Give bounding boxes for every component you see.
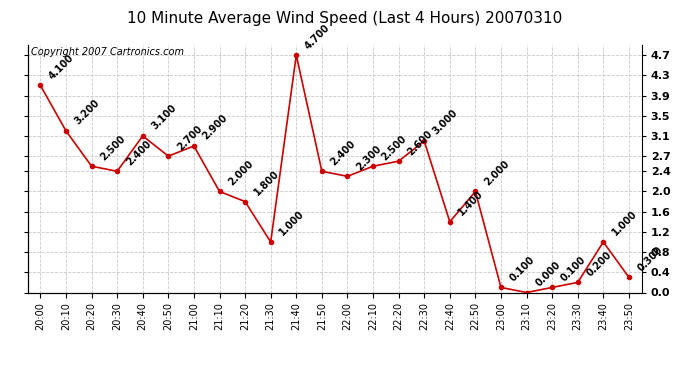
Text: 0.200: 0.200 xyxy=(584,249,613,278)
Text: Copyright 2007 Cartronics.com: Copyright 2007 Cartronics.com xyxy=(30,48,184,57)
Text: 0.000: 0.000 xyxy=(533,260,562,288)
Text: 2.000: 2.000 xyxy=(482,159,511,188)
Text: 0.100: 0.100 xyxy=(508,255,537,283)
Text: 1.000: 1.000 xyxy=(610,209,639,238)
Text: 2.300: 2.300 xyxy=(355,143,383,172)
Text: 4.100: 4.100 xyxy=(48,53,76,81)
Text: 1.000: 1.000 xyxy=(277,209,306,238)
Text: 2.000: 2.000 xyxy=(226,159,255,188)
Text: 3.100: 3.100 xyxy=(150,103,179,132)
Text: 0.100: 0.100 xyxy=(559,255,588,283)
Text: 1.800: 1.800 xyxy=(252,168,281,197)
Text: 0.300: 0.300 xyxy=(636,244,664,273)
Text: 4.700: 4.700 xyxy=(303,22,332,51)
Text: 1.400: 1.400 xyxy=(457,189,486,218)
Text: 2.500: 2.500 xyxy=(99,133,128,162)
Text: 2.900: 2.900 xyxy=(201,113,230,142)
Text: 2.400: 2.400 xyxy=(329,138,357,167)
Text: 10 Minute Average Wind Speed (Last 4 Hours) 20070310: 10 Minute Average Wind Speed (Last 4 Hou… xyxy=(128,11,562,26)
Text: 2.500: 2.500 xyxy=(380,133,408,162)
Text: 2.600: 2.600 xyxy=(406,128,435,157)
Text: 3.000: 3.000 xyxy=(431,108,460,137)
Text: 3.200: 3.200 xyxy=(73,98,101,127)
Text: 2.700: 2.700 xyxy=(175,123,204,152)
Text: 2.400: 2.400 xyxy=(124,138,153,167)
